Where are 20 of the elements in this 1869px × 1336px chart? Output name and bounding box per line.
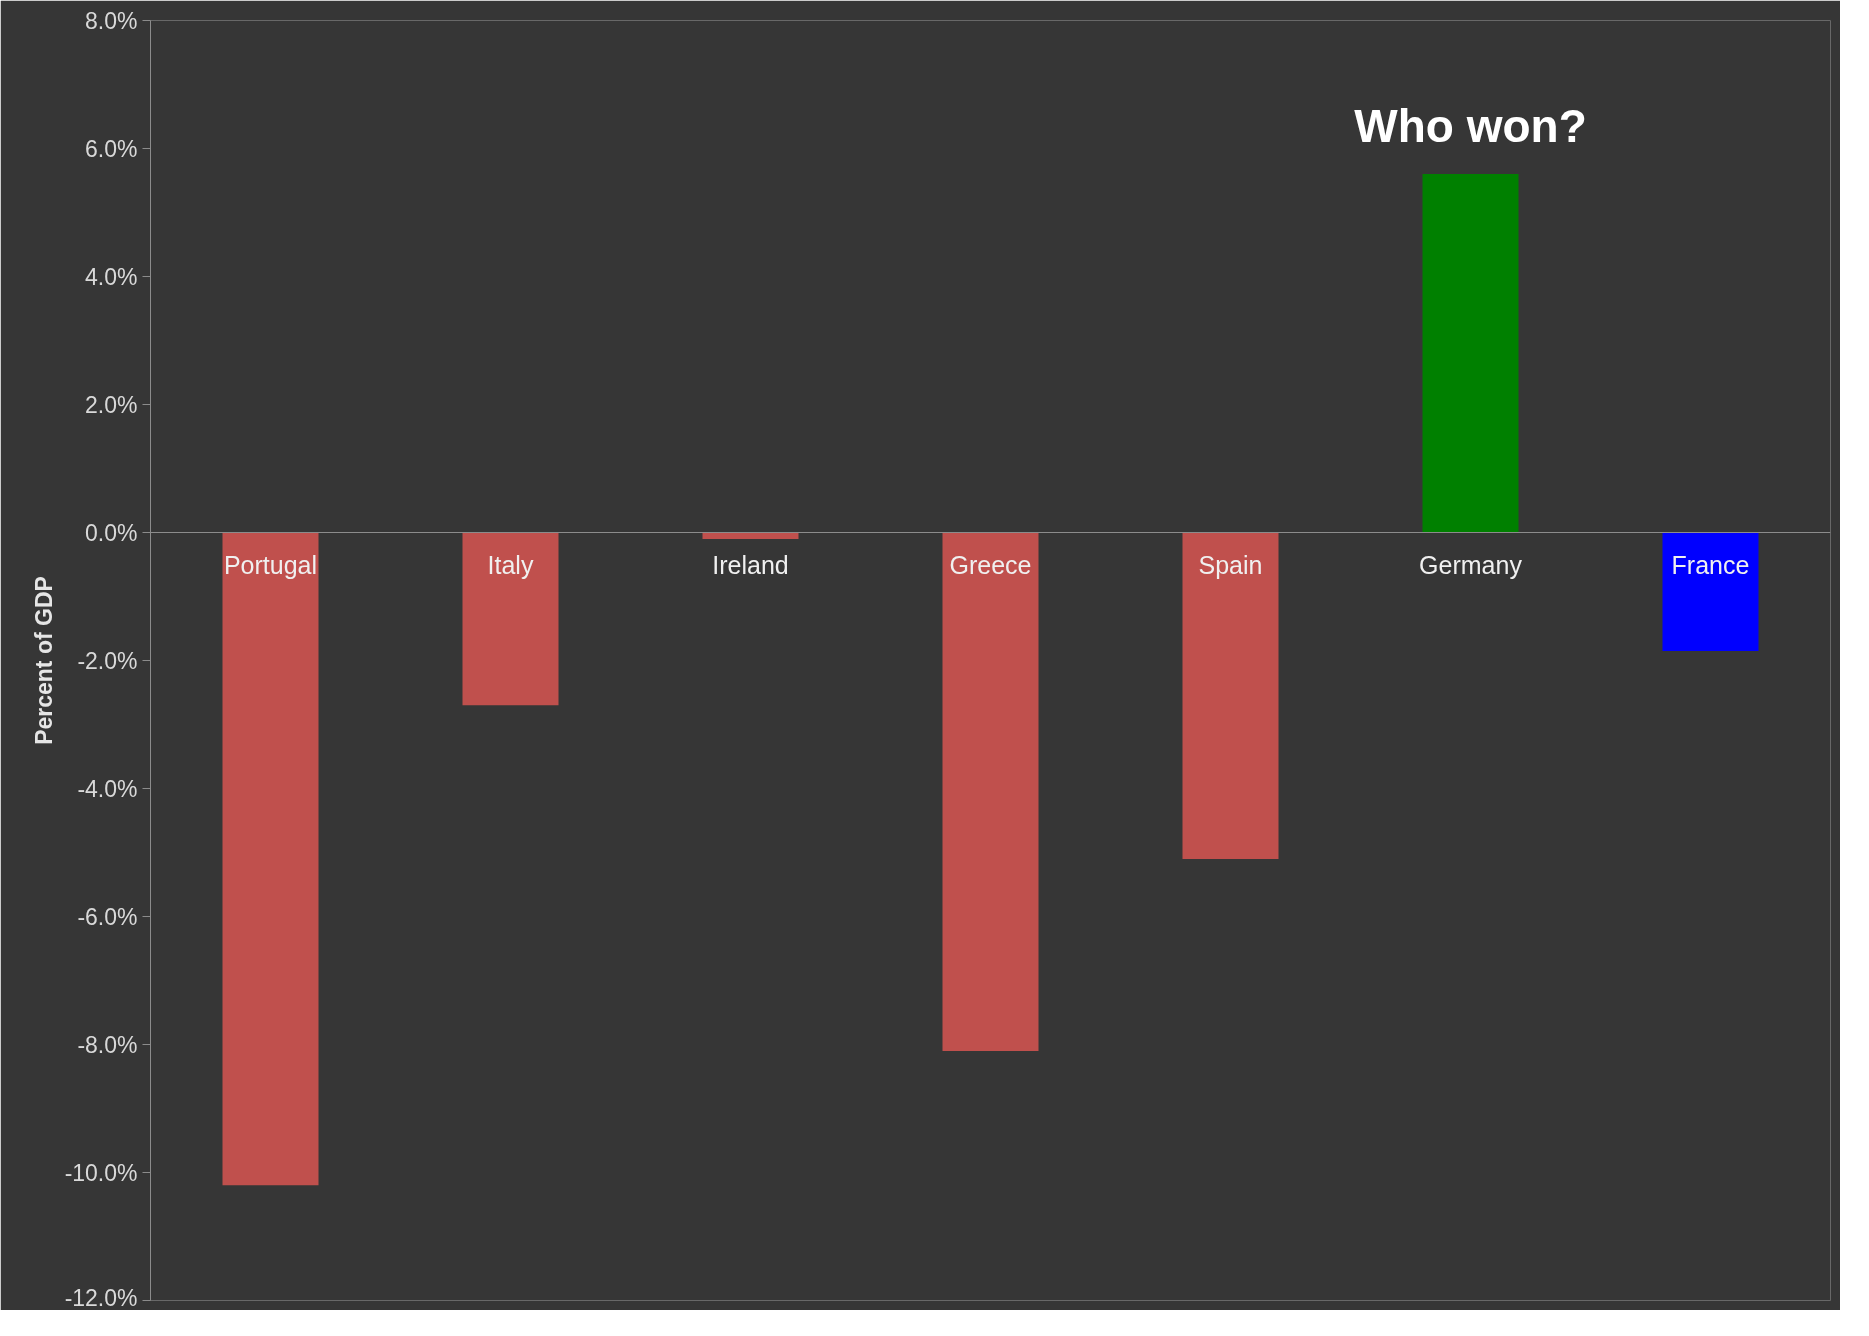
y-tick-label: -8.0% bbox=[77, 1031, 138, 1058]
annotation: Who won? bbox=[1354, 99, 1587, 152]
y-tick-label: -12.0% bbox=[64, 1284, 138, 1311]
y-tick-label: -10.0% bbox=[64, 1159, 138, 1186]
y-tick-label: -4.0% bbox=[77, 775, 138, 802]
x-tick-label: Portugal bbox=[223, 550, 318, 579]
x-tick-label: Italy bbox=[487, 550, 534, 579]
x-tick-label: Greece bbox=[949, 550, 1032, 579]
y-tick-label: -6.0% bbox=[77, 903, 138, 930]
y-tick-label: 6.0% bbox=[85, 135, 138, 162]
x-tick-label: Ireland bbox=[712, 550, 789, 579]
x-tick-label: Spain bbox=[1198, 550, 1263, 579]
y-tick-label: 8.0% bbox=[85, 7, 138, 34]
y-tick-label: 0.0% bbox=[85, 519, 138, 546]
y-tick-label: 4.0% bbox=[85, 263, 138, 290]
x-tick-label: Germany bbox=[1419, 550, 1523, 579]
y-tick-label: -2.0% bbox=[77, 647, 138, 674]
x-tick-label: France bbox=[1671, 550, 1750, 579]
y-tick-label: 2.0% bbox=[85, 391, 138, 418]
y-axis-title: Percent of GDP bbox=[30, 576, 57, 745]
